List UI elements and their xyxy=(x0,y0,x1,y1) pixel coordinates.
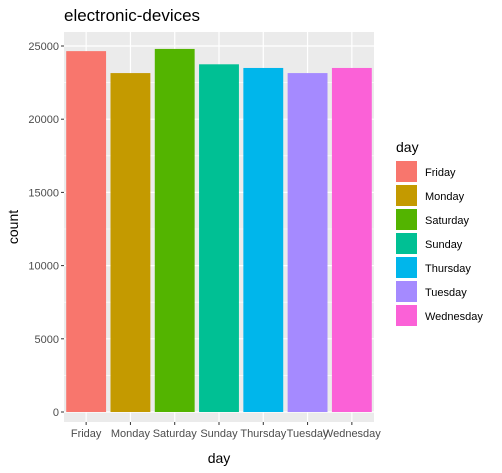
legend-label: Saturday xyxy=(425,215,470,227)
x-tick-label: Saturday xyxy=(153,428,198,440)
legend-label: Sunday xyxy=(425,239,463,251)
y-axis-ticks: 0 5000 10000 15000 20000 25000 xyxy=(28,41,64,419)
legend-swatch-tuesday xyxy=(396,281,417,302)
y-tick-label: 0 xyxy=(53,407,59,419)
bar-saturday xyxy=(154,48,195,412)
y-axis-title: count xyxy=(5,210,21,244)
legend: day Friday Monday Saturday Sunday Thursday Tu… xyxy=(396,139,483,326)
bar-sunday xyxy=(199,64,239,413)
bar-tuesday xyxy=(287,73,328,413)
x-axis-title: day xyxy=(208,450,231,466)
chart-title: electronic-devices xyxy=(64,6,200,25)
y-tick-label: 20000 xyxy=(28,114,59,126)
x-tick-label: Wednesday xyxy=(323,428,381,440)
legend-label: Tuesday xyxy=(425,287,467,299)
legend-title: day xyxy=(396,139,419,155)
bars-group xyxy=(66,48,372,413)
x-tick-label: Tuesday xyxy=(287,428,329,440)
legend-label: Thursday xyxy=(425,263,471,275)
x-tick-label: Thursday xyxy=(240,428,286,440)
y-tick-label: 5000 xyxy=(35,334,59,346)
bar-thursday xyxy=(243,67,284,413)
legend-swatch-monday xyxy=(396,185,417,206)
legend-swatch-friday xyxy=(396,161,417,182)
x-tick-label: Friday xyxy=(71,428,102,440)
bar-monday xyxy=(110,73,151,413)
legend-items: Friday Monday Saturday Sunday Thursday Tuesda… xyxy=(396,161,483,326)
y-tick-label: 25000 xyxy=(28,41,59,53)
y-tick-label: 10000 xyxy=(28,261,59,273)
legend-label: Friday xyxy=(425,167,456,179)
x-tick-label: Sunday xyxy=(200,428,238,440)
legend-label: Monday xyxy=(425,191,465,203)
x-tick-label: Monday xyxy=(111,428,151,440)
legend-label: Wednesday xyxy=(425,311,483,323)
legend-swatch-wednesday xyxy=(396,305,417,326)
bar-wednesday xyxy=(331,67,372,413)
bar-friday xyxy=(66,51,107,413)
x-axis-ticks: Friday Monday Saturday Sunday Thursday Tuesda… xyxy=(71,422,381,440)
legend-swatch-thursday xyxy=(396,257,417,278)
legend-swatch-saturday xyxy=(396,209,417,230)
y-tick-label: 15000 xyxy=(28,187,59,199)
legend-swatch-sunday xyxy=(396,233,417,254)
